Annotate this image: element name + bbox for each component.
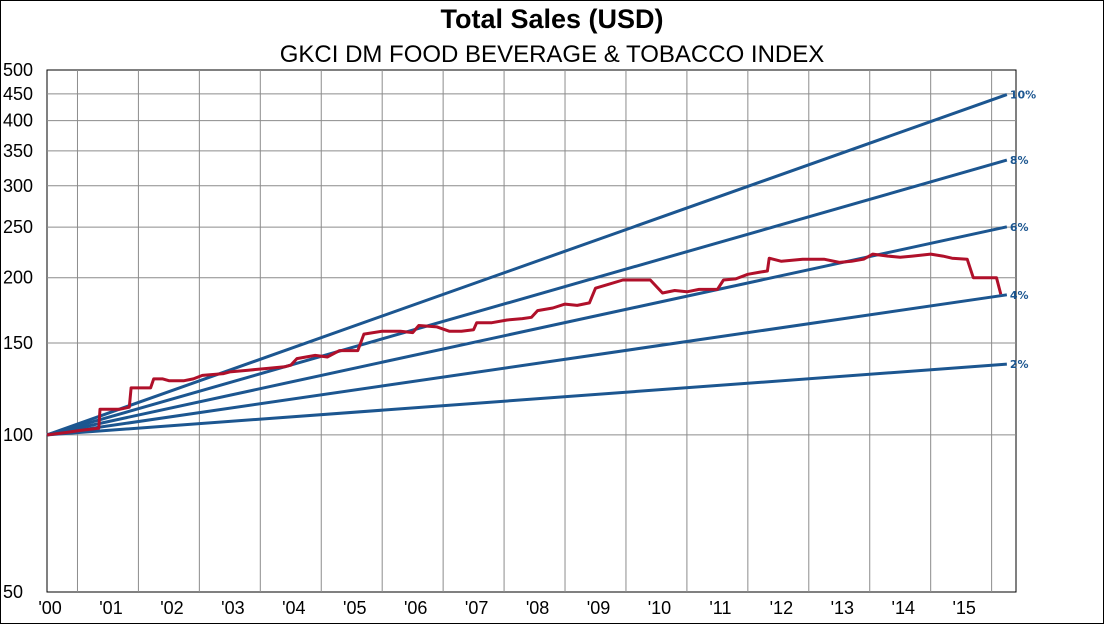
x-tick-label: '01	[99, 598, 122, 618]
y-tick-label: 450	[3, 84, 33, 104]
y-tick-label: 50	[3, 582, 23, 602]
x-tick-label: '14	[892, 598, 915, 618]
y-tick-label: 250	[3, 217, 33, 237]
reference-line-10pct	[46, 93, 1008, 437]
plot-area	[46, 69, 1017, 593]
y-tick-label: 500	[3, 60, 33, 80]
y-tick-label: 300	[3, 176, 33, 196]
data-series	[46, 252, 1003, 437]
chart-title: Total Sales (USD)	[440, 4, 664, 34]
chart-subtitle: GKCI DM FOOD BEVERAGE & TOBACCO INDEX	[279, 41, 825, 68]
x-tick-label: '15	[952, 598, 975, 618]
x-tick-label: '09	[587, 598, 610, 618]
sales-index-line	[46, 252, 1003, 437]
reference-line-label: 4%	[1010, 289, 1029, 302]
y-tick-label: 150	[3, 333, 33, 353]
x-tick-label: '12	[770, 598, 793, 618]
y-tick-label: 400	[3, 111, 33, 131]
reference-line-label: 6%	[1010, 221, 1029, 234]
x-tick-label: '13	[831, 598, 854, 618]
x-tick-label: '04	[282, 598, 305, 618]
y-tick-label: 100	[3, 425, 33, 445]
y-tick-label: 200	[3, 268, 33, 288]
reference-line-2pct	[46, 362, 1007, 437]
growth-reference-lines: 2% 4% 6% 8% 10%	[46, 89, 1036, 437]
x-tick-label: '07	[465, 598, 488, 618]
reference-line-8pct	[46, 158, 1008, 437]
grid-lines	[47, 70, 1016, 592]
x-tick-label: '05	[343, 598, 366, 618]
reference-line-label: 2%	[1010, 358, 1029, 371]
reference-line-label: 10%	[1010, 89, 1036, 102]
x-tick-label: '11	[709, 598, 731, 618]
x-tick-label: '03	[221, 598, 244, 618]
reference-line-4pct	[46, 293, 1008, 437]
reference-line-label: 8%	[1010, 154, 1029, 167]
y-axis-ticks: 50 100 150 200 250 300 350 400 450 500	[3, 60, 33, 602]
x-tick-label: '00	[38, 598, 61, 618]
y-tick-label: 350	[3, 141, 33, 161]
x-axis-ticks: '00 '01 '02 '03 '04 '05 '06 '07 '08 '09 '10 '11 '12 '…	[38, 598, 976, 618]
x-tick-label: '02	[160, 598, 183, 618]
x-tick-label: '08	[526, 598, 549, 618]
x-tick-label: '06	[404, 598, 427, 618]
x-tick-label: '10	[648, 598, 671, 618]
